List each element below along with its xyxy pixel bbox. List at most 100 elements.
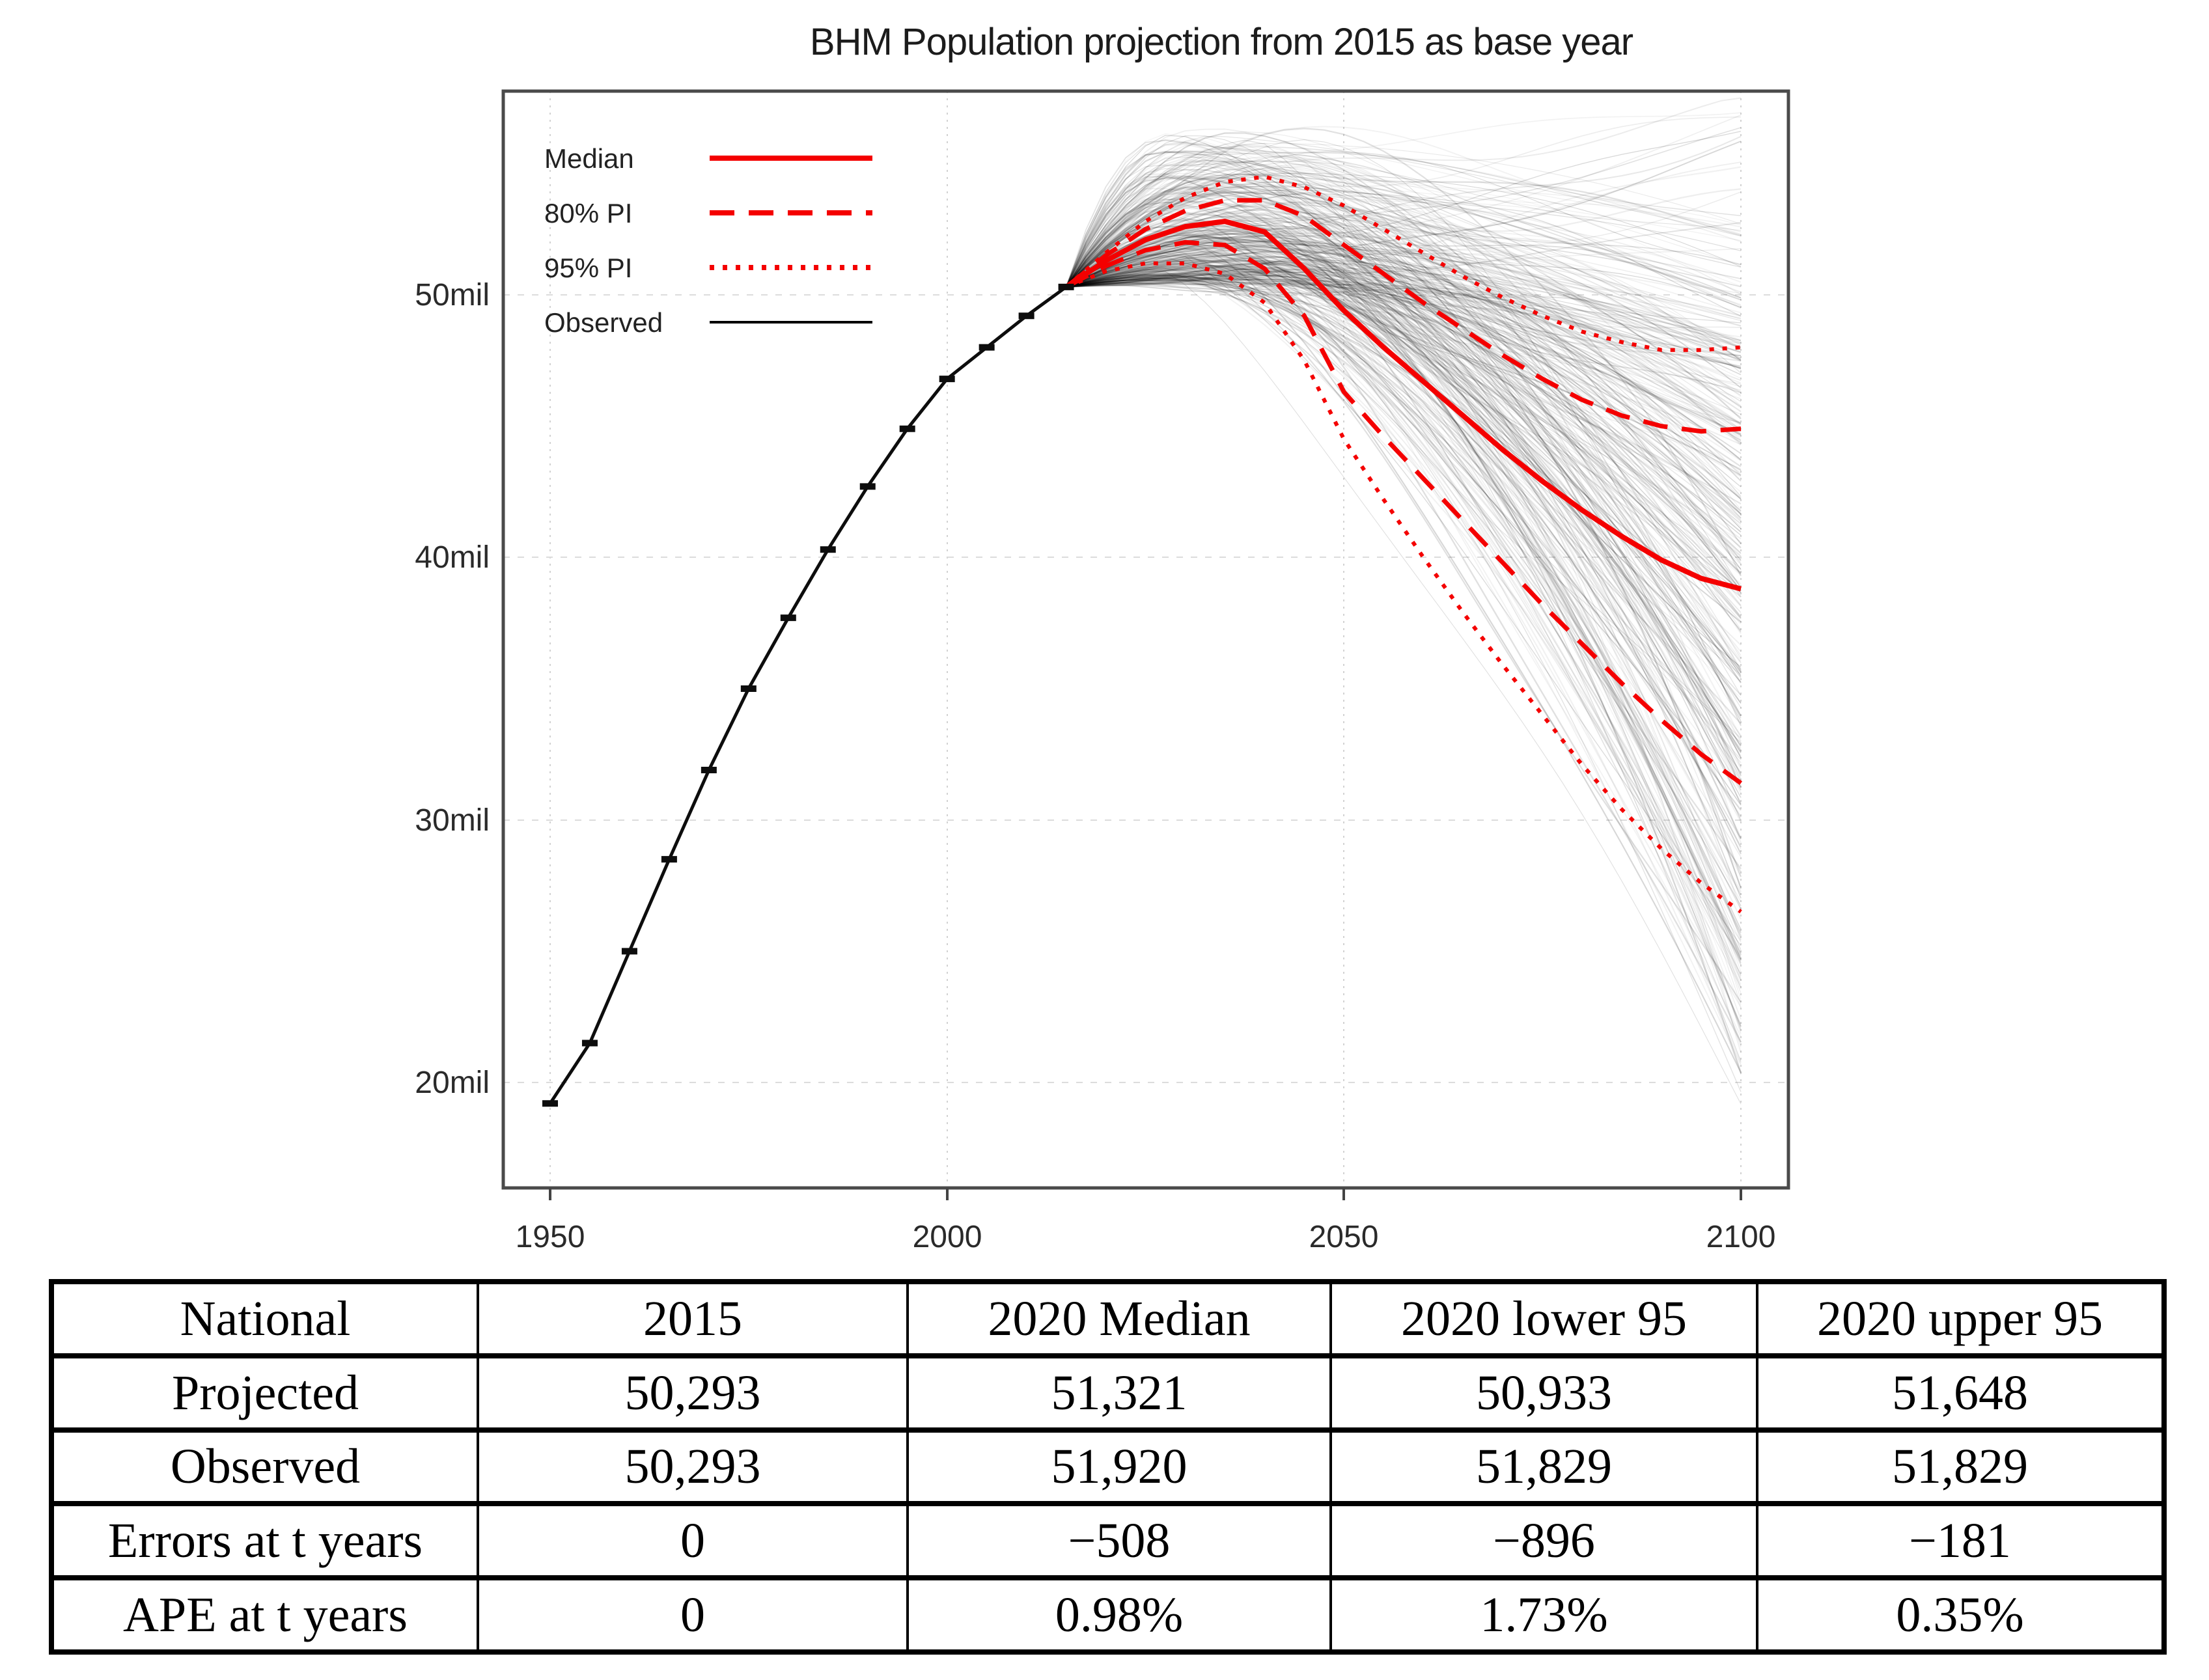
simulation-trajectory: [1066, 152, 1742, 288]
simulation-trajectory: [1065, 193, 1742, 782]
simulation-trajectory: [1065, 253, 1742, 1008]
simulation-trajectory: [1066, 245, 1742, 976]
simulation-trajectory: [1066, 260, 1742, 443]
simulation-trajectory: [1066, 253, 1742, 349]
simulation-trajectory: [1065, 186, 1742, 299]
legend: Median 80% PI 95% PI Observed: [544, 143, 872, 338]
simulation-trajectory: [1066, 247, 1742, 560]
simulation-trajectory: [1066, 273, 1742, 840]
simulation-trajectory: [1066, 161, 1742, 288]
simulation-trajectory: [1066, 278, 1742, 522]
simulation-trajectory: [1066, 241, 1742, 460]
simulation-trajectory: [1065, 173, 1742, 301]
simulation-trajectory: [1066, 260, 1742, 369]
simulation-trajectory: [1065, 195, 1742, 288]
simulation-trajectory: [1066, 260, 1742, 393]
simulation-trajectory: [1066, 270, 1742, 1073]
projection-median-line: [1064, 219, 1742, 592]
simulation-trajectory: [1066, 177, 1742, 993]
simulation-trajectory: [1065, 112, 1742, 288]
simulation-trajectory: [1065, 155, 1742, 844]
simulation-trajectory: [1065, 230, 1742, 467]
simulation-trajectory: [1065, 191, 1742, 634]
simulation-trajectory: [1065, 247, 1742, 989]
simulation-trajectory: [1065, 159, 1742, 671]
simulation-trajectory: [1066, 264, 1742, 1005]
simulation-trajectory: [1066, 278, 1742, 670]
simulation-trajectory: [1066, 200, 1742, 663]
simulation-trajectory: [1066, 258, 1742, 475]
simulation-trajectory: [1066, 276, 1742, 760]
simulation-trajectory: [1066, 249, 1742, 877]
simulation-trajectory: [1065, 128, 1742, 295]
simulation-trajectory: [1066, 217, 1742, 326]
simulation-trajectory: [1066, 275, 1742, 423]
simulation-trajectory: [1066, 189, 1742, 656]
simulation-trajectory: [1066, 216, 1742, 794]
simulation-trajectory: [1066, 234, 1742, 623]
simulation-trajectory: [1065, 150, 1742, 288]
simulation-trajectory: [1066, 193, 1742, 525]
simulation-trajectory: [1065, 164, 1742, 359]
accuracy-table: National 2015 2020 Median 2020 lower 95 …: [49, 1279, 2167, 1655]
simulation-trajectory: [1066, 191, 1742, 790]
simulation-trajectory: [1065, 126, 1742, 288]
simulation-trajectory: [1066, 275, 1742, 361]
simulation-trajectory: [1066, 274, 1742, 344]
simulation-trajectory: [1066, 139, 1742, 722]
simulation-trajectory: [1066, 275, 1742, 910]
simulation-trajectory: [1065, 239, 1742, 1064]
simulation-trajectory: [1066, 281, 1742, 504]
simulation-trajectory: [1066, 261, 1742, 348]
simulation-trajectory: [1066, 260, 1742, 663]
simulation-trajectory: [1066, 144, 1742, 978]
simulation-trajectory: [1065, 222, 1742, 606]
simulation-trajectory: [1065, 186, 1742, 500]
simulation-trajectories: [1065, 97, 1742, 1105]
simulation-trajectory: [1066, 280, 1742, 806]
simulation-trajectory: [1066, 272, 1742, 981]
simulation-trajectory: [1066, 165, 1742, 961]
simulation-trajectory: [1066, 244, 1742, 353]
simulation-trajectory: [1066, 251, 1742, 965]
observed-series: [542, 283, 1074, 1107]
simulation-trajectory: [1066, 158, 1742, 565]
simulation-trajectory: [1066, 202, 1742, 631]
simulation-trajectory: [1065, 139, 1742, 910]
cell-projected-2015: 50,293: [477, 1353, 909, 1433]
table-row-observed: Observed 50,293 51,920 51,829 51,829: [50, 1427, 2165, 1507]
simulation-trajectory: [1066, 242, 1742, 322]
simulation-trajectory: [1066, 260, 1742, 561]
simulation-trajectory: [1066, 271, 1742, 438]
simulation-trajectory: [1066, 269, 1742, 555]
simulation-trajectory: [1065, 172, 1742, 519]
simulation-trajectory: [1065, 128, 1742, 577]
simulation-trajectory: [1066, 214, 1742, 1038]
cell-errors-2015: 0: [477, 1501, 909, 1581]
simulation-trajectory: [1066, 200, 1742, 425]
simulation-trajectory: [1065, 187, 1742, 933]
simulation-trajectory: [1066, 268, 1742, 381]
simulation-trajectory: [1066, 248, 1742, 1073]
table-row-ape: APE at t years 0 0.98% 1.73% 0.35%: [50, 1575, 2165, 1655]
simulation-trajectory: [1065, 163, 1742, 887]
simulation-trajectory: [1066, 269, 1742, 362]
simulation-trajectory: [1066, 188, 1742, 288]
simulation-trajectory: [1066, 282, 1742, 471]
y-tick-50mil: 50mil: [415, 278, 490, 312]
simulation-trajectory: [1066, 282, 1742, 961]
simulation-trajectory: [1066, 276, 1742, 461]
simulation-trajectory: [1066, 225, 1742, 773]
x-tick-1950: 1950: [516, 1220, 585, 1254]
simulation-trajectory: [1066, 279, 1742, 724]
simulation-trajectory: [1066, 266, 1742, 469]
legend-label-median: Median: [544, 143, 634, 174]
simulation-trajectory: [1066, 253, 1742, 946]
simulation-trajectory: [1066, 176, 1742, 613]
simulation-trajectory: [1066, 262, 1742, 839]
simulation-trajectory: [1065, 159, 1742, 821]
projection-quantile-lines: [1064, 174, 1743, 914]
simulation-trajectory: [1066, 234, 1742, 314]
simulation-trajectory: [1066, 204, 1742, 402]
simulation-trajectory: [1066, 275, 1742, 1000]
